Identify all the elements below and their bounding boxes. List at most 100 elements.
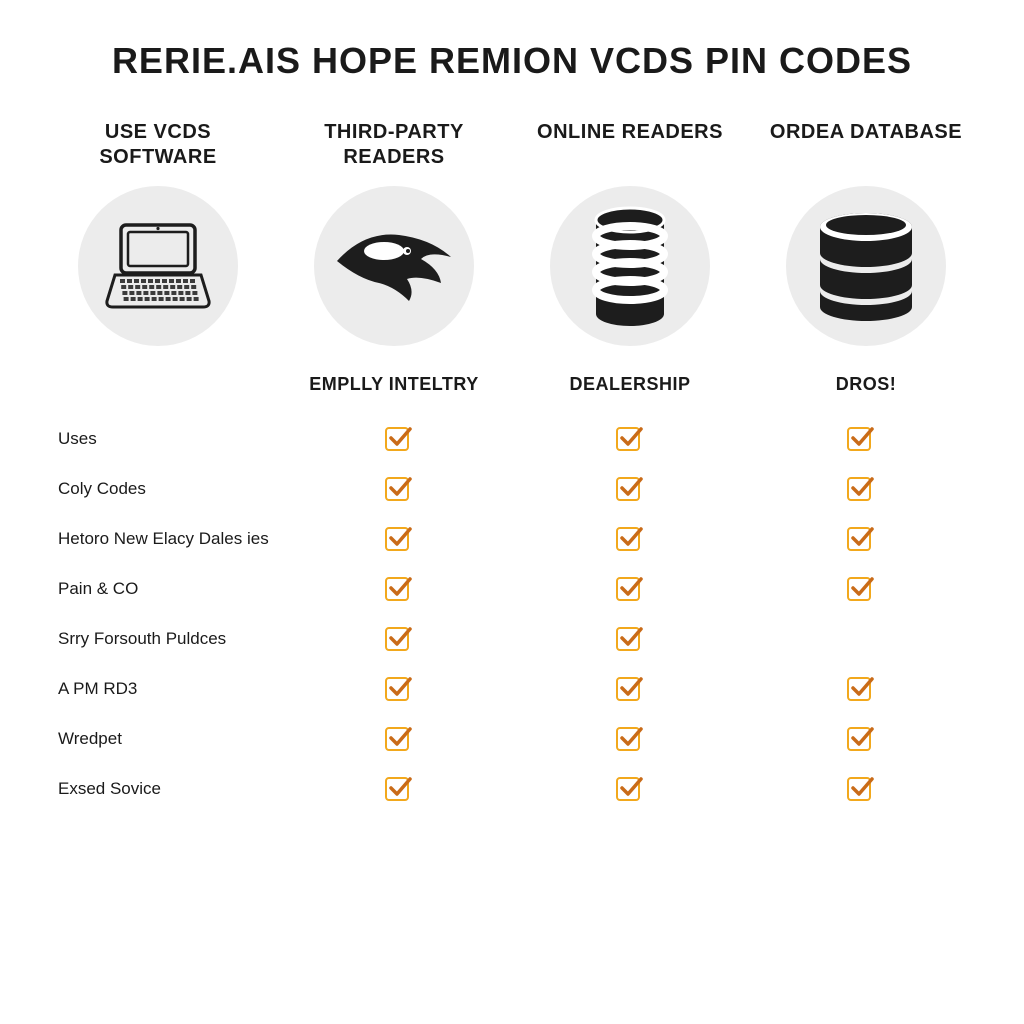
checkbox-checked [847,527,871,551]
check-cell [281,727,512,751]
check-cell [512,627,743,651]
checkbox-checked [616,727,640,751]
icon-circle [78,186,238,346]
check-icon [619,775,643,799]
column-label: USE VCDS SOFTWARE [50,120,266,170]
checkbox-checked [385,527,409,551]
check-cell [512,577,743,601]
check-cell [743,527,974,551]
check-icon [388,475,412,499]
check-cell [281,627,512,651]
feature-table: Uses Coly Codes Hetoro New Elacy Dales i… [50,427,974,801]
check-icon [850,725,874,749]
checkbox-checked [616,677,640,701]
page-title: RERIE.AIS HOPE REMION VCDS PIN CODES [50,40,974,82]
cylinder-icon [585,206,675,326]
check-icon [388,625,412,649]
check-icon [850,775,874,799]
feature-name: Srry Forsouth Puldces [50,627,281,651]
sublabel-row: EMPLLY INTELTRY DEALERSHIP DROS! [50,374,974,395]
check-icon [388,725,412,749]
check-cell [743,577,974,601]
checkbox-checked [847,777,871,801]
checkbox-checked [616,577,640,601]
check-icon [388,775,412,799]
checkbox-checked [385,677,409,701]
check-cell [281,577,512,601]
icon-circle [550,186,710,346]
check-icon [619,475,643,499]
checkbox-checked [847,677,871,701]
check-icon [619,675,643,699]
column-sublabel: DEALERSHIP [522,374,738,395]
check-icon [850,675,874,699]
check-cell [743,627,974,651]
checkbox-checked [847,727,871,751]
check-cell [743,477,974,501]
checkbox-checked [616,627,640,651]
checkbox-checked [616,777,640,801]
column-header: ONLINE READERS [522,120,738,346]
checkbox-checked [616,427,640,451]
feature-name: Wredpet [50,727,281,751]
icon-column-row: USE VCDS SOFTWARE THIRD-PARTY READERS ON… [50,120,974,346]
column-header: THIRD-PARTY READERS [286,120,502,346]
check-cell [512,427,743,451]
check-icon [388,525,412,549]
check-icon [388,425,412,449]
column-sublabel: EMPLLY INTELTRY [286,374,502,395]
check-icon [850,475,874,499]
column-label: ORDEA DATABASE [770,120,962,170]
checkbox-checked [616,527,640,551]
check-icon [619,525,643,549]
checkbox-checked [616,477,640,501]
check-icon [619,425,643,449]
checkbox-checked [847,427,871,451]
check-icon [850,425,874,449]
check-cell [743,427,974,451]
check-icon [619,725,643,749]
checkbox-checked [385,577,409,601]
icon-circle [786,186,946,346]
check-cell [512,527,743,551]
laptop-icon [103,221,213,311]
check-icon [619,625,643,649]
check-cell [281,477,512,501]
feature-name: Uses [50,427,281,451]
bird-icon [329,221,459,311]
feature-name: Coly Codes [50,477,281,501]
checkbox-checked [385,627,409,651]
checkbox-checked [385,777,409,801]
column-header: USE VCDS SOFTWARE [50,120,266,346]
database-icon [811,211,921,321]
column-sublabel [50,374,266,395]
check-icon [850,575,874,599]
check-cell [281,527,512,551]
column-label: ONLINE READERS [537,120,723,170]
checkbox-checked [385,727,409,751]
feature-name: Pain & CO [50,577,281,601]
column-label: THIRD-PARTY READERS [286,120,502,170]
check-icon [388,575,412,599]
check-cell [743,727,974,751]
feature-name: Exsed Sovice [50,777,281,801]
check-cell [512,727,743,751]
check-icon [388,675,412,699]
icon-circle [314,186,474,346]
column-sublabel: DROS! [758,374,974,395]
check-cell [743,677,974,701]
checkbox-checked [385,477,409,501]
check-cell [512,777,743,801]
checkbox-checked [847,577,871,601]
feature-name: Hetoro New Elacy Dales ies [50,527,281,551]
column-header: ORDEA DATABASE [758,120,974,346]
check-cell [512,477,743,501]
checkbox-checked [385,427,409,451]
check-cell [281,777,512,801]
check-icon [850,525,874,549]
check-cell [512,677,743,701]
check-icon [619,575,643,599]
check-cell [281,677,512,701]
feature-name: A PM RD3 [50,677,281,701]
checkbox-checked [847,477,871,501]
